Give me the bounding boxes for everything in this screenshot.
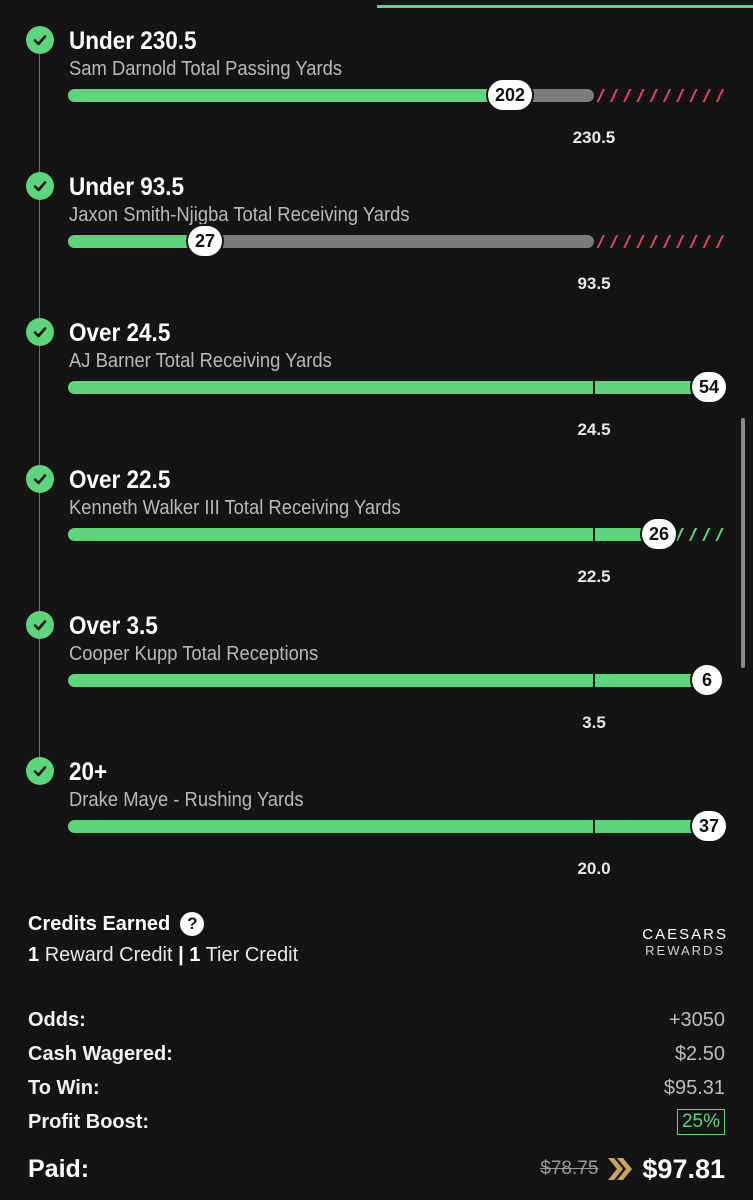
reward-credit-count: 1: [28, 944, 40, 966]
leg-item: 20+ Drake Maye - Rushing Yards 37 20.0: [0, 757, 753, 903]
progress-track: 6: [68, 663, 726, 697]
help-icon[interactable]: ?: [180, 912, 205, 936]
leg-title: Over 22.5: [69, 466, 171, 494]
scrollbar[interactable]: [741, 418, 745, 668]
leg-title: Over 3.5: [69, 612, 158, 640]
result-bubble: 37: [690, 809, 729, 843]
leg-title: 20+: [69, 758, 108, 786]
result-bubble: 26: [640, 517, 679, 551]
check-icon: [26, 172, 54, 200]
result-bubble: 6: [690, 663, 724, 697]
line-marker: [593, 528, 595, 541]
leg-subtitle: Kenneth Walker III Total Receiving Yards: [69, 497, 401, 519]
credit-separator: |: [178, 944, 184, 966]
leg-subtitle: Jaxon Smith-Njigba Total Receiving Yards: [69, 204, 410, 226]
progress-bar-fill: [68, 381, 708, 394]
timeline-line: [39, 40, 40, 780]
progress-bar-fill: [68, 674, 708, 687]
progress-track: 54: [68, 370, 729, 404]
bet-summary: Odds: +3050 Cash Wagered: $2.50 To Win: …: [28, 1003, 725, 1189]
leg-subtitle: Sam Darnold Total Passing Yards: [69, 58, 343, 80]
check-icon: [26, 757, 54, 785]
tier-credit-label: Tier Credit: [205, 944, 299, 966]
progress-track: 37: [68, 809, 729, 843]
leg-subtitle: Drake Maye - Rushing Yards: [69, 789, 304, 811]
credits-detail: 1 Reward Credit | 1 Tier Credit: [28, 944, 728, 967]
line-value-label: 230.5: [572, 128, 616, 147]
leg-item: Over 3.5 Cooper Kupp Total Receptions 6 …: [0, 611, 753, 757]
profit-boost-row: Profit Boost: 25%: [28, 1105, 725, 1139]
caesars-rewards-logo: CAESARS REWARDS: [642, 926, 728, 958]
result-bubble: 54: [690, 370, 729, 404]
check-icon: [26, 318, 54, 346]
to-win-label: To Win:: [28, 1076, 100, 1099]
line-value-label: 24.5: [577, 420, 611, 439]
credits-title: Credits Earned: [28, 912, 171, 935]
progress-track: 26: [68, 517, 726, 551]
leg-subtitle: Cooper Kupp Total Receptions: [69, 643, 319, 665]
leg-subtitle: AJ Barner Total Receiving Yards: [69, 350, 332, 372]
leg-item: Over 22.5 Kenneth Walker III Total Recei…: [0, 465, 753, 611]
wager-value: $2.50: [674, 1042, 725, 1065]
reward-credit-label: Reward Credit: [44, 944, 173, 966]
boost-chevron-icon: [606, 1156, 634, 1182]
progress-bar-fill: [68, 820, 708, 833]
paid-row: Paid: $78.75 $97.81: [28, 1149, 725, 1189]
line-marker: [593, 820, 595, 833]
tier-credit-count: 1: [189, 944, 201, 966]
credits-title-row: Credits Earned ?: [28, 910, 728, 938]
odds-label: Odds:: [28, 1008, 86, 1031]
progress-bar-fill: [68, 235, 202, 248]
result-bubble: 27: [186, 224, 225, 258]
result-bubble: 202: [486, 78, 535, 112]
check-icon: [26, 26, 54, 54]
leg-title: Under 230.5: [69, 27, 197, 55]
over-line-hatch: [595, 235, 726, 248]
original-payout: $78.75: [540, 1158, 599, 1179]
check-icon: [26, 611, 54, 639]
check-icon: [26, 465, 54, 493]
profit-boost-label: Profit Boost:: [28, 1110, 150, 1133]
boosted-payout: $97.81: [642, 1153, 725, 1184]
to-win-value: $95.31: [663, 1076, 725, 1099]
profit-boost-badge: 25%: [676, 1109, 725, 1135]
remaining-hatch: [674, 528, 726, 541]
brand-line-2: REWARDS: [645, 943, 726, 958]
to-win-row: To Win: $95.31: [28, 1071, 725, 1105]
line-value-label: 22.5: [577, 567, 611, 586]
odds-row: Odds: +3050: [28, 1003, 725, 1037]
leg-item: Over 24.5 AJ Barner Total Receiving Yard…: [0, 318, 753, 464]
paid-values: $78.75 $97.81: [540, 1154, 725, 1185]
progress-bar-fill: [68, 89, 506, 102]
line-marker: [593, 674, 595, 687]
over-line-hatch: [595, 89, 726, 102]
line-marker: [593, 381, 595, 394]
wager-row: Cash Wagered: $2.50: [28, 1037, 725, 1071]
tab-active-indicator: [377, 5, 753, 8]
progress-track: 202: [68, 78, 726, 112]
line-value-label: 20.0: [577, 859, 611, 878]
line-value-label: 3.5: [582, 713, 606, 732]
leg-title: Under 93.5: [69, 173, 185, 201]
progress-track: 27: [68, 224, 726, 258]
leg-item: Under 230.5 Sam Darnold Total Passing Ya…: [0, 26, 753, 172]
leg-item: Under 93.5 Jaxon Smith-Njigba Total Rece…: [0, 172, 753, 318]
line-value-label: 93.5: [577, 274, 611, 293]
paid-label: Paid:: [28, 1154, 90, 1183]
progress-bar-fill: [68, 528, 663, 541]
odds-value: +3050: [668, 1008, 725, 1031]
leg-title: Over 24.5: [69, 319, 171, 347]
brand-line-1: CAESARS: [642, 926, 728, 943]
wager-label: Cash Wagered:: [28, 1042, 173, 1065]
credits-section: Credits Earned ? 1 Reward Credit | 1 Tie…: [28, 910, 728, 967]
